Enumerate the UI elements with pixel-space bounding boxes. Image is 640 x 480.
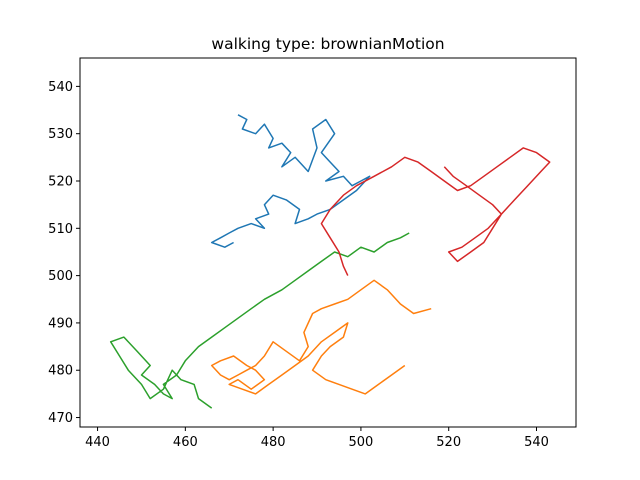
y-tick-label: 470 — [48, 411, 73, 426]
y-tick-label: 510 — [48, 222, 73, 237]
y-tick-label: 540 — [48, 80, 73, 95]
chart-title: walking type: brownianMotion — [211, 35, 444, 53]
x-tick-label: 460 — [173, 435, 198, 450]
series-line-3 — [109, 232, 410, 409]
axes-frame — [79, 57, 577, 428]
x-axis: 440 460 480 500 520 540 — [85, 427, 549, 450]
series-line-2 — [210, 279, 432, 395]
series-line-4 — [320, 147, 551, 276]
y-axis: 470 480 490 500 510 520 530 540 — [48, 80, 80, 426]
x-tick-label: 520 — [436, 435, 461, 450]
y-tick-label: 480 — [48, 364, 73, 379]
y-tick-label: 530 — [48, 127, 73, 142]
series-line-1 — [210, 114, 371, 248]
y-tick-label: 500 — [48, 269, 73, 284]
x-tick-label: 540 — [524, 435, 549, 450]
x-tick-label: 480 — [261, 435, 286, 450]
x-tick-label: 440 — [85, 435, 110, 450]
y-tick-label: 490 — [48, 316, 73, 331]
y-tick-label: 520 — [48, 175, 73, 190]
plot-area — [109, 114, 551, 409]
x-tick-label: 500 — [349, 435, 374, 450]
